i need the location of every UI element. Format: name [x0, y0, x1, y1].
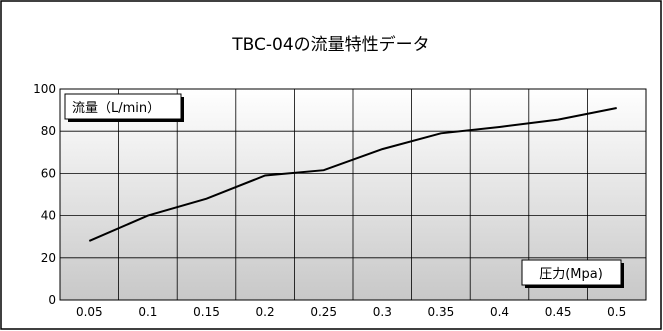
- x-tick-label: 0.3: [373, 305, 392, 319]
- x-tick-label: 0.4: [490, 305, 509, 319]
- grid: [60, 89, 646, 300]
- y-tick-label: 0: [48, 293, 56, 307]
- y-axis-label: 流量（L/min）: [72, 101, 160, 116]
- x-tick-label: 0.35: [428, 305, 455, 319]
- x-axis-ticks: 0.05 0.1 0.15 0.2 0.25 0.3 0.35 0.4 0.45 0.5: [76, 305, 626, 319]
- x-axis-label: 圧力(Mpa): [539, 267, 603, 282]
- x-tick-label: 0.15: [193, 305, 220, 319]
- x-tick-label: 0.05: [76, 305, 103, 319]
- x-tick-label: 0.5: [607, 305, 626, 319]
- y-axis-label-box: 流量（L/min）: [64, 93, 184, 122]
- y-axis-ticks: 0 20 40 60 80 100: [33, 82, 56, 307]
- y-tick-label: 60: [41, 166, 56, 180]
- y-tick-label: 80: [41, 124, 56, 138]
- x-tick-label: 0.1: [138, 305, 157, 319]
- x-tick-label: 0.45: [545, 305, 572, 319]
- x-tick-label: 0.25: [310, 305, 337, 319]
- chart-title: TBC-04の流量特性データ: [231, 34, 429, 55]
- y-tick-label: 100: [33, 82, 56, 96]
- y-tick-label: 20: [41, 251, 56, 265]
- x-axis-label-box: 圧力(Mpa): [521, 259, 624, 288]
- y-tick-label: 40: [41, 209, 56, 223]
- plot-border: [59, 88, 647, 301]
- x-tick-label: 0.2: [256, 305, 275, 319]
- series-group: [88, 107, 617, 242]
- series-line: [88, 107, 617, 242]
